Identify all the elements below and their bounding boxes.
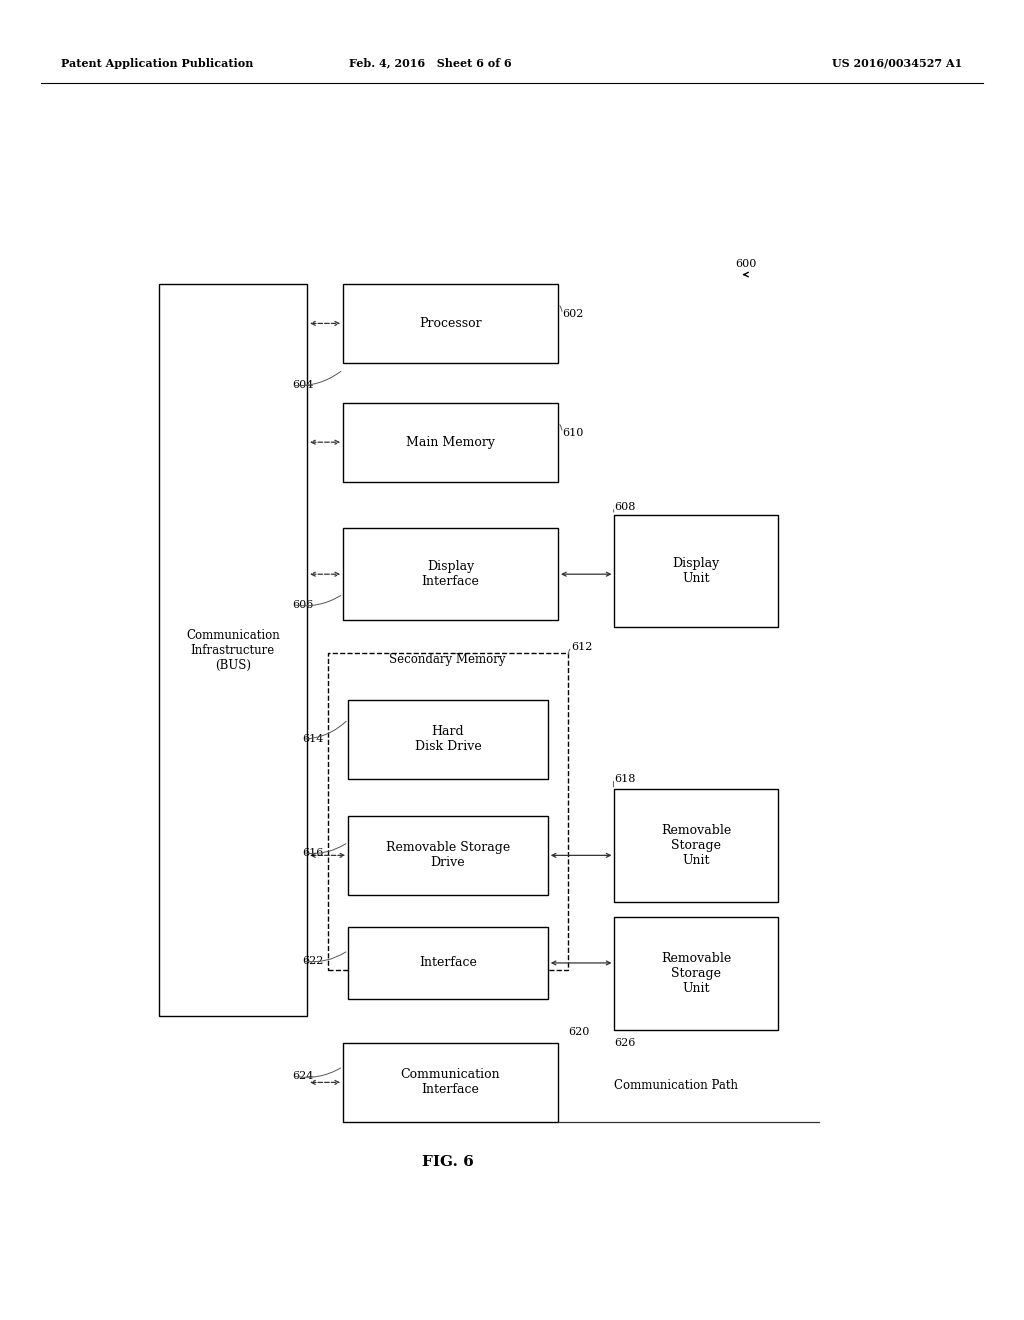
Bar xyxy=(614,789,778,902)
Text: 612: 612 xyxy=(571,642,593,652)
Text: 602: 602 xyxy=(562,309,584,319)
Text: 610: 610 xyxy=(562,428,584,438)
Text: 608: 608 xyxy=(614,502,636,512)
Bar xyxy=(328,653,568,970)
Text: Communication Path: Communication Path xyxy=(614,1078,738,1092)
Bar xyxy=(348,927,548,999)
Text: 618: 618 xyxy=(614,774,636,784)
Text: US 2016/0034527 A1: US 2016/0034527 A1 xyxy=(833,58,963,69)
Text: Patent Application Publication: Patent Application Publication xyxy=(61,58,254,69)
Text: 614: 614 xyxy=(302,734,324,744)
Text: 624: 624 xyxy=(292,1071,313,1081)
Text: Interface: Interface xyxy=(419,957,477,969)
Bar xyxy=(343,284,558,363)
Text: 600: 600 xyxy=(735,259,757,269)
Text: Communication
Interface: Communication Interface xyxy=(400,1068,501,1097)
Text: Removable
Storage
Unit: Removable Storage Unit xyxy=(662,952,731,995)
Text: Removable
Storage
Unit: Removable Storage Unit xyxy=(662,824,731,867)
Text: 604: 604 xyxy=(292,380,313,391)
Text: Display
Unit: Display Unit xyxy=(673,557,720,585)
Text: 620: 620 xyxy=(568,1027,590,1038)
Text: FIG. 6: FIG. 6 xyxy=(422,1155,473,1168)
Text: Main Memory: Main Memory xyxy=(407,436,495,449)
Text: Display
Interface: Display Interface xyxy=(422,560,479,589)
Text: 622: 622 xyxy=(302,956,324,966)
Bar xyxy=(614,515,778,627)
Bar xyxy=(348,816,548,895)
Text: 606: 606 xyxy=(292,599,313,610)
Text: Feb. 4, 2016   Sheet 6 of 6: Feb. 4, 2016 Sheet 6 of 6 xyxy=(349,58,511,69)
Bar xyxy=(159,284,307,1016)
Text: Removable Storage
Drive: Removable Storage Drive xyxy=(386,841,510,870)
Bar xyxy=(348,700,548,779)
Bar xyxy=(343,1043,558,1122)
Bar xyxy=(343,528,558,620)
Text: Processor: Processor xyxy=(419,317,482,330)
Bar xyxy=(614,917,778,1030)
Text: Communication
Infrastructure
(BUS): Communication Infrastructure (BUS) xyxy=(186,628,280,672)
Bar xyxy=(343,403,558,482)
Text: Secondary Memory: Secondary Memory xyxy=(389,653,506,667)
Text: 616: 616 xyxy=(302,847,324,858)
Text: 626: 626 xyxy=(614,1038,636,1048)
Text: Hard
Disk Drive: Hard Disk Drive xyxy=(415,725,481,754)
